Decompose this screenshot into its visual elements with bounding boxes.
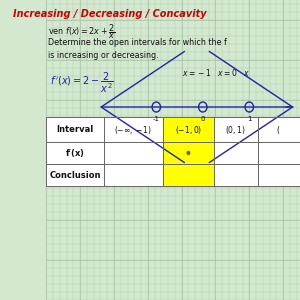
Text: Interval: Interval [56, 125, 94, 134]
Text: 1: 1 [247, 116, 251, 122]
Bar [46, 117, 300, 186]
Text: Increasing / Decreasing / Concavity: Increasing / Decreasing / Concavity [14, 9, 207, 19]
Text: $f\,^{\prime}(x) = 2 - \dfrac{2}{x^2}$: $f\,^{\prime}(x) = 2 - \dfrac{2}{x^2}$ [50, 70, 113, 95]
Text: Conclusion: Conclusion [50, 170, 101, 179]
Bar [163, 117, 214, 186]
Text: $\mathbf{f'(x)}$: $\mathbf{f'(x)}$ [65, 147, 85, 159]
Text: $(-\infty,-1)$: $(-\infty,-1)$ [114, 124, 152, 136]
Text: ven $f(x) = 2x + \dfrac{2}{x}$: ven $f(x) = 2x + \dfrac{2}{x}$ [48, 22, 116, 40]
Text: $x = -1 \quad x = 0 \quad x$: $x = -1 \quad x = 0 \quad x$ [182, 67, 250, 78]
Text: 0: 0 [200, 116, 205, 122]
Text: $($: $($ [276, 124, 281, 136]
Text: Determine the open intervals for which the f
is increasing or decreasing.: Determine the open intervals for which t… [48, 38, 227, 59]
Text: -1: -1 [153, 116, 160, 122]
Text: $(-1,0)$: $(-1,0)$ [175, 124, 202, 136]
Circle shape [187, 152, 190, 154]
Text: $(0,1)$: $(0,1)$ [225, 124, 246, 136]
Circle shape [180, 143, 197, 163]
